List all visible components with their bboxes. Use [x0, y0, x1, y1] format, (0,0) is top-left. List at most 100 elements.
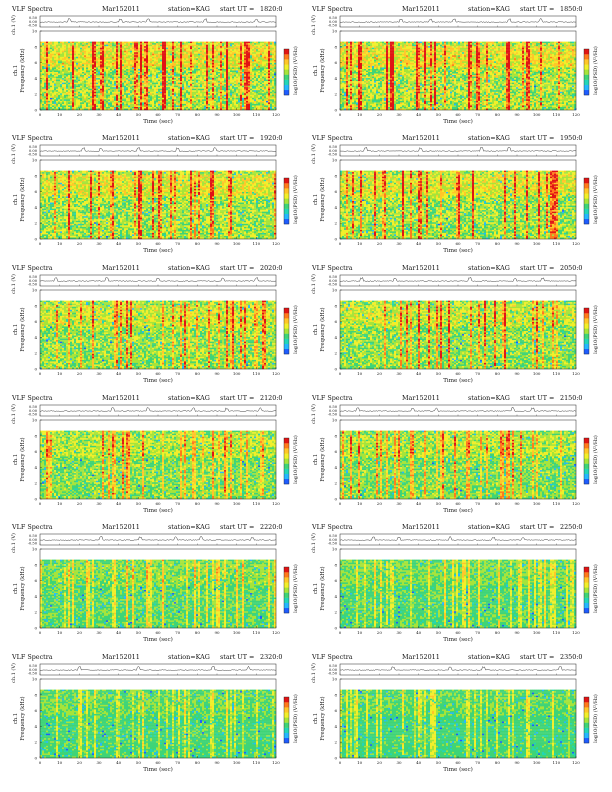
spectrogram-cell	[74, 90, 76, 92]
spectrogram-cell	[152, 51, 154, 53]
spectrogram-cell	[186, 67, 188, 69]
spectrogram-cell	[64, 61, 66, 63]
spectrogram-cell	[56, 77, 58, 79]
spectrogram-cell	[170, 86, 172, 88]
spectrogram-cell	[214, 52, 216, 54]
spectrogram-cell	[256, 69, 258, 71]
spectrogram-cell	[124, 61, 126, 63]
spectrogram-cell	[46, 92, 48, 94]
spectrogram-cell	[86, 60, 88, 62]
spectrogram-cell	[198, 54, 200, 56]
spectrogram-cell	[88, 96, 90, 98]
spectrogram-cell	[68, 98, 70, 100]
spectrogram-cell	[56, 90, 58, 92]
spectrogram-cell	[50, 63, 52, 65]
spectrogram-cell	[68, 54, 70, 56]
spectrogram-cell	[162, 48, 164, 50]
spectrogram-cell	[226, 93, 228, 95]
spectrogram-cell	[164, 87, 166, 89]
spectrogram-cell	[258, 45, 260, 47]
spectrogram-cell	[52, 49, 54, 51]
spectrogram-cell	[180, 90, 182, 92]
spectrogram-cell	[224, 72, 226, 74]
spectrogram-cell	[188, 99, 190, 101]
spectrogram-cell	[202, 102, 204, 104]
spectrogram-cell	[136, 61, 138, 63]
spectrogram-cell	[258, 96, 260, 98]
spectrogram-cell	[210, 99, 212, 101]
spectrogram-cell	[232, 58, 234, 60]
spectrogram-cell	[124, 69, 126, 71]
spectrogram-cell	[140, 42, 142, 44]
spectrogram-cell	[42, 96, 44, 98]
spectrogram-cell	[202, 57, 204, 59]
spectrogram-cell	[234, 54, 236, 56]
spectrogram-cell	[224, 61, 226, 63]
spectrogram-cell	[236, 49, 238, 51]
spectrogram-cell	[106, 42, 108, 44]
spectrogram-cell	[74, 54, 76, 56]
spectrogram-cell	[174, 78, 176, 80]
spectrogram-cell	[174, 43, 176, 45]
spectrogram-cell	[258, 51, 260, 53]
spectrogram-cell	[258, 93, 260, 95]
spectrogram-cell	[170, 87, 172, 89]
spectrogram-cell	[74, 57, 76, 59]
spectrogram-cell	[114, 80, 116, 82]
spectrogram-cell	[150, 84, 152, 86]
spectrogram-cell	[152, 71, 154, 73]
spectrogram-cell	[110, 96, 112, 98]
spectrogram-cell	[234, 64, 236, 66]
spectrogram-cell	[202, 42, 204, 44]
spectrogram-cell	[54, 87, 56, 89]
spectrogram-cell	[240, 90, 242, 92]
spectrogram-cell	[238, 52, 240, 54]
spectrogram-cell	[244, 64, 246, 66]
spectrogram-cell	[160, 46, 162, 48]
spectrogram-cell	[56, 101, 58, 103]
spectrogram-cell	[176, 63, 178, 65]
spectrogram-cell	[170, 75, 172, 77]
spectrogram-cell	[144, 64, 146, 66]
spectrogram-cell	[180, 78, 182, 80]
spectrogram-cell	[68, 74, 70, 76]
spectrogram-cell	[224, 45, 226, 47]
spectrogram-cell	[56, 104, 58, 106]
spectrogram-cell	[254, 55, 256, 57]
spectrogram-cell	[54, 101, 56, 103]
spectrogram-cell	[216, 104, 218, 106]
spectrogram-cell	[252, 58, 254, 60]
spectrogram-cell	[160, 66, 162, 68]
spectrogram-cell	[140, 75, 142, 77]
spectrogram-cell	[80, 89, 82, 91]
spectrogram-cell	[180, 67, 182, 69]
spectrogram-cell	[164, 63, 166, 65]
spectrogram-cell	[166, 80, 168, 82]
spectrogram-cell	[256, 63, 258, 65]
spectrogram-cell	[246, 69, 248, 71]
spectrogram-cell	[146, 55, 148, 57]
spectrogram-cell	[142, 52, 144, 54]
spectrogram-cell	[168, 52, 170, 54]
spectrogram-cell	[224, 102, 226, 104]
spectrogram-cell	[238, 45, 240, 47]
spectrogram-cell	[48, 84, 50, 86]
spectrogram-cell	[176, 69, 178, 71]
spectrogram-cell	[122, 84, 124, 86]
spectrogram-cell	[210, 54, 212, 56]
spectrogram-cell	[126, 89, 128, 91]
spectrogram-cell	[76, 75, 78, 77]
spectrogram-cell	[252, 86, 254, 88]
spectrogram-cell	[40, 66, 42, 68]
spectrogram-cell	[116, 92, 118, 94]
spectrogram-cell	[180, 64, 182, 66]
spectrogram-cell	[62, 75, 64, 77]
spectrogram-cell	[206, 104, 208, 106]
spectrogram-cell	[90, 99, 92, 101]
spectrogram-cell	[130, 90, 132, 92]
spectrogram-cell	[134, 51, 136, 53]
spectrogram-cell	[256, 43, 258, 45]
spectrogram-cell	[104, 71, 106, 73]
spectrogram-cell	[40, 71, 42, 73]
spectrogram-cell	[72, 81, 74, 83]
